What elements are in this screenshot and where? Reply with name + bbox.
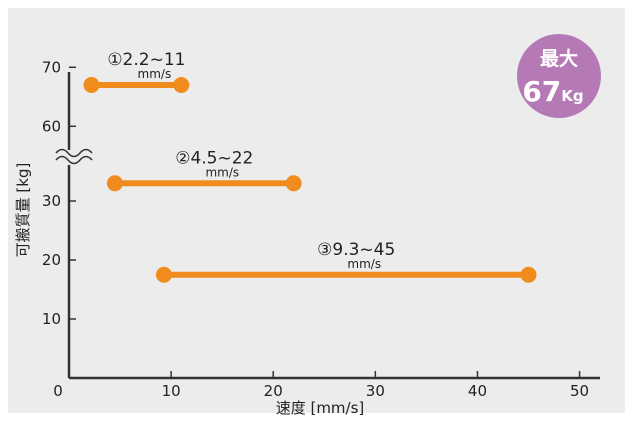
y-tick-label: 10 — [42, 310, 61, 328]
badge-value: 67 — [522, 75, 561, 108]
y-tick-label: 30 — [42, 192, 61, 210]
series-point-end — [173, 77, 190, 93]
series-unit: mm/s — [205, 165, 239, 179]
x-tick-label: 0 — [53, 382, 63, 400]
max-capacity-badge: 最大 67Kg — [517, 34, 601, 118]
axis-break-mark-lower — [55, 155, 93, 165]
series-point-start — [83, 77, 100, 93]
badge-unit: Kg — [561, 87, 583, 105]
x-tick-label: 30 — [366, 382, 385, 400]
x-tick-label: 50 — [570, 382, 589, 400]
x-tick-label: 10 — [162, 382, 181, 400]
series-point-start — [106, 175, 123, 192]
series-point-end — [520, 266, 537, 283]
series-label: ②4.5~22 — [175, 148, 253, 168]
series-point-end — [285, 175, 302, 192]
y-tick-label: 70 — [42, 58, 61, 76]
x-tick-label: 20 — [264, 382, 283, 400]
y-tick-label: 60 — [42, 117, 61, 135]
series-point-start — [155, 266, 172, 283]
y-axis-label: 可搬質量 [kg] — [14, 163, 32, 258]
badge-line1: 最大 — [540, 47, 578, 70]
badge-value-text: 67Kg — [522, 75, 583, 108]
x-tick-label: 40 — [468, 382, 487, 400]
x-axis-label: 速度 [mm/s] — [276, 399, 365, 417]
series-label: ①2.2~11 — [107, 50, 185, 70]
y-tick-label: 20 — [42, 251, 61, 269]
series-label: ③9.3~45 — [317, 240, 395, 260]
badge-circle — [517, 34, 601, 118]
axis-break-mark-upper — [55, 148, 93, 158]
series-unit: mm/s — [347, 257, 381, 271]
series-unit: mm/s — [138, 67, 172, 81]
